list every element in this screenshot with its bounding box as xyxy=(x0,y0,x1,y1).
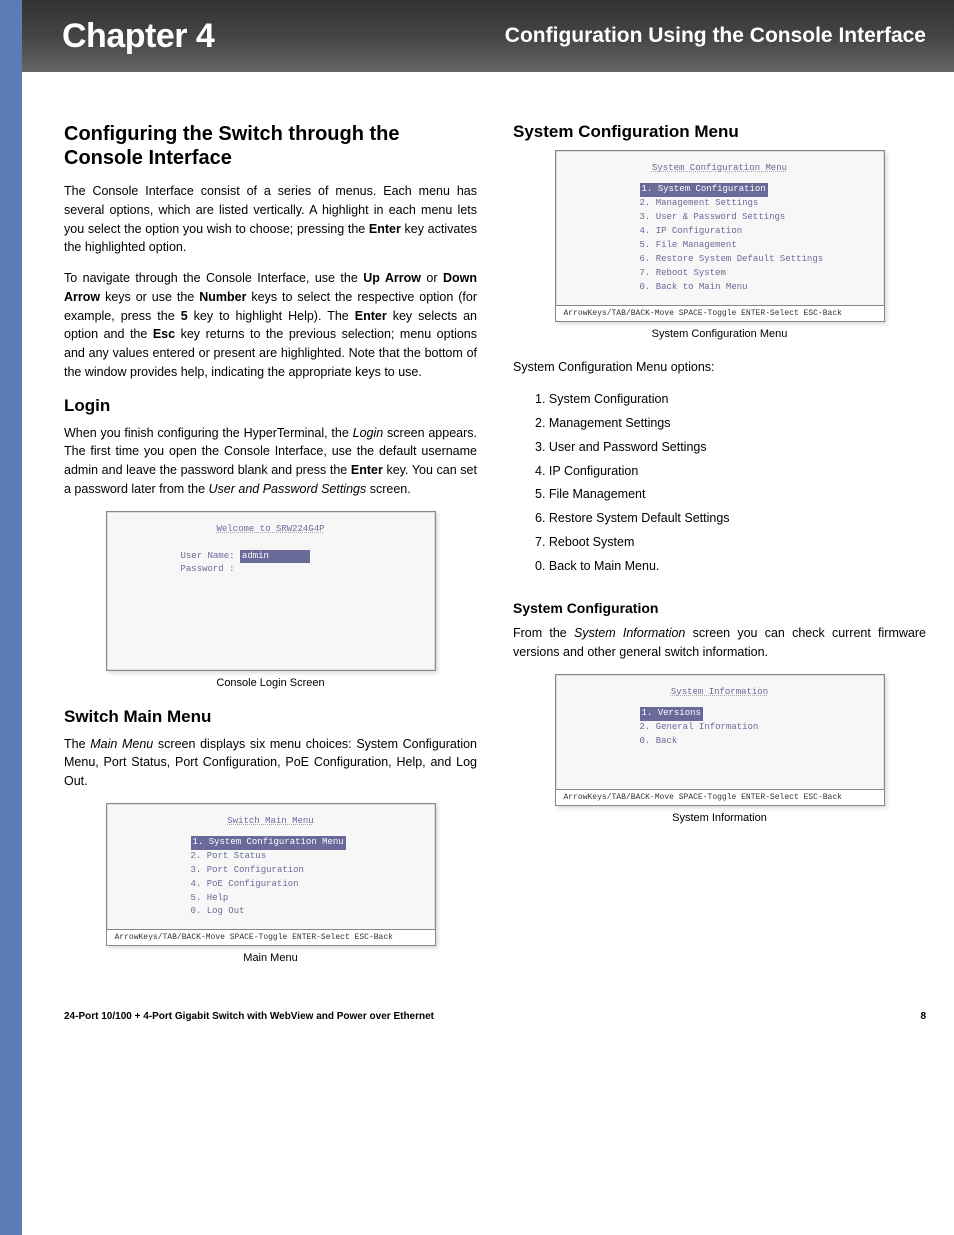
chapter-number: Chapter 4 xyxy=(62,17,214,56)
paragraph-syscfg-options: System Configuration Menu options: xyxy=(513,358,926,377)
console-highlight: 1. System Configuration xyxy=(640,183,768,197)
list-item: 4. IP Configuration xyxy=(531,460,926,484)
text-bold: Number xyxy=(199,290,246,304)
heading-sys-cfg-menu: System Configuration Menu xyxy=(513,122,926,142)
figure-main-menu-console: Switch Main Menu 1. System Configuration… xyxy=(106,803,436,947)
console-footer: ArrowKeys/TAB/BACK-Move SPACE-Toggle ENT… xyxy=(556,789,884,805)
field-value: admin xyxy=(240,550,310,564)
paragraph-sysinfo: From the System Information screen you c… xyxy=(513,624,926,662)
console-highlight: 1. Versions xyxy=(640,707,703,721)
heading-configure-switch: Configuring the Switch through the Conso… xyxy=(64,122,477,170)
console-line: 2. Management Settings xyxy=(640,197,870,211)
list-item: 2. Management Settings xyxy=(531,412,926,436)
console-line: 1. Versions xyxy=(640,707,870,721)
text-bold: Esc xyxy=(153,327,175,341)
text-bold: Up Arrow xyxy=(363,271,421,285)
heading-sys-cfg: System Configuration xyxy=(513,600,926,616)
console-title: Welcome to SRW224G4P xyxy=(121,524,421,534)
paragraph-intro-1: The Console Interface consist of a serie… xyxy=(64,182,477,257)
figure-caption: Console Login Screen xyxy=(64,677,477,689)
text-italic: Login xyxy=(353,426,384,440)
figure-caption: Main Menu xyxy=(64,952,477,964)
label: User Name: xyxy=(181,551,235,561)
text: When you finish configuring the HyperTer… xyxy=(64,426,353,440)
chapter-title: Configuration Using the Console Interfac… xyxy=(505,24,926,48)
list-item: 3. User and Password Settings xyxy=(531,436,926,460)
text-bold: Enter xyxy=(369,222,401,236)
console-footer: ArrowKeys/TAB/BACK-Move SPACE-Toggle ENT… xyxy=(556,305,884,321)
paragraph-login: When you finish configuring the HyperTer… xyxy=(64,424,477,499)
console-line: 0. Back xyxy=(640,735,870,749)
paragraph-intro-2: To navigate through the Console Interfac… xyxy=(64,269,477,382)
list-item: 7. Reboot System xyxy=(531,531,926,555)
text-bold: Enter xyxy=(351,463,383,477)
text: To navigate through the Console Interfac… xyxy=(64,271,363,285)
list-item: 1. System Configuration xyxy=(531,388,926,412)
left-column: Configuring the Switch through the Conso… xyxy=(64,122,477,982)
figure-caption: System Configuration Menu xyxy=(513,328,926,340)
console-line: 4. PoE Configuration xyxy=(191,878,421,892)
console-highlight: 1. System Configuration Menu xyxy=(191,836,346,850)
list-item: 0. Back to Main Menu. xyxy=(531,555,926,579)
console-title: Switch Main Menu xyxy=(121,816,421,826)
figure-caption: System Information xyxy=(513,812,926,824)
heading-main-menu: Switch Main Menu xyxy=(64,707,477,727)
page-body: Configuring the Switch through the Conso… xyxy=(22,72,954,1002)
console-line: 5. Help xyxy=(191,892,421,906)
footer-page-number: 8 xyxy=(920,1011,926,1022)
console-footer: ArrowKeys/TAB/BACK-Move SPACE-Toggle ENT… xyxy=(107,929,435,945)
text: key to highlight Help). The xyxy=(188,309,355,323)
list-item: 5. File Management xyxy=(531,483,926,507)
text: screen. xyxy=(366,482,410,496)
console-title: System Information xyxy=(570,687,870,697)
console-line: Password : xyxy=(181,563,361,577)
text: The xyxy=(64,737,90,751)
console-line: 6. Restore System Default Settings xyxy=(640,253,870,267)
page-footer: 24-Port 10/100 + 4-Port Gigabit Switch w… xyxy=(64,1011,926,1022)
right-column: System Configuration Menu System Configu… xyxy=(513,122,926,982)
footer-product: 24-Port 10/100 + 4-Port Gigabit Switch w… xyxy=(64,1011,434,1022)
text: keys or use the xyxy=(100,290,199,304)
options-list: 1. System Configuration 2. Management Se… xyxy=(531,388,926,578)
console-line: 4. IP Configuration xyxy=(640,225,870,239)
console-line: 1. System Configuration Menu xyxy=(191,836,421,850)
console-line: User Name: admin xyxy=(181,550,361,564)
console-title: System Configuration Menu xyxy=(570,163,870,173)
text-bold: 5 xyxy=(181,309,188,323)
figure-login-console: Welcome to SRW224G4P User Name: admin Pa… xyxy=(106,511,436,671)
text: From the xyxy=(513,626,574,640)
console-line: 0. Back to Main Menu xyxy=(640,281,870,295)
console-line: 2. General Information xyxy=(640,721,870,735)
figure-syscfg-console: System Configuration Menu 1. System Conf… xyxy=(555,150,885,322)
text-italic: System Information xyxy=(574,626,685,640)
console-line: 3. User & Password Settings xyxy=(640,211,870,225)
figure-sysinfo-console: System Information 1. Versions 2. Genera… xyxy=(555,674,885,806)
console-line: 5. File Management xyxy=(640,239,870,253)
text: or xyxy=(421,271,443,285)
list-item: 6. Restore System Default Settings xyxy=(531,507,926,531)
console-line: 2. Port Status xyxy=(191,850,421,864)
text-bold: Enter xyxy=(355,309,387,323)
text-italic: User and Password Settings xyxy=(209,482,367,496)
paragraph-main-menu: The Main Menu screen displays six menu c… xyxy=(64,735,477,791)
console-line: 7. Reboot System xyxy=(640,267,870,281)
chapter-header: Chapter 4 Configuration Using the Consol… xyxy=(22,0,954,72)
console-line: 0. Log Out xyxy=(191,905,421,919)
heading-login: Login xyxy=(64,396,477,416)
text-italic: Main Menu xyxy=(90,737,153,751)
console-line: 3. Port Configuration xyxy=(191,864,421,878)
console-line: 1. System Configuration xyxy=(640,183,870,197)
